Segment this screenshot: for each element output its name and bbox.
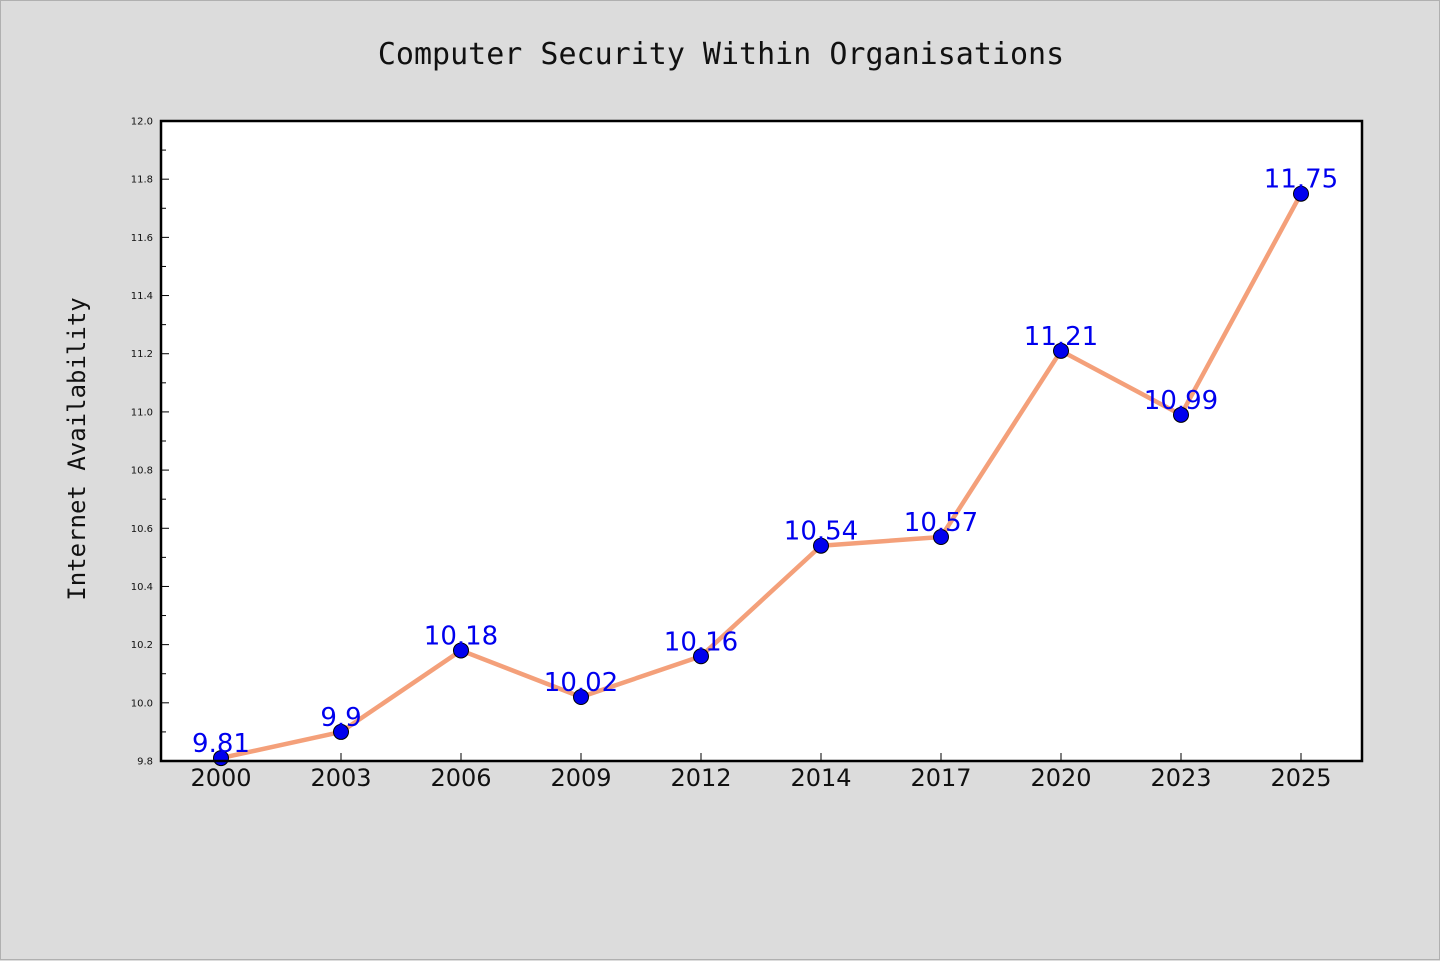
x-axis-ticks: 2000 2003 2006 2009 2012 2014 2017 2020 2023 2025 [190,753,1332,792]
data-label: 10.99 [1144,386,1218,416]
x-tick-label: 2012 [670,764,731,792]
data-labels-group: 9.81 9.9 10.18 10.02 10.16 10.54 10.57 11.21 10.… [192,165,1338,759]
data-label: 10.02 [544,668,618,698]
y-tick-label: 10.8 [131,466,153,477]
y-tick-label: 9.8 [137,757,153,768]
y-tick-label: 11.6 [131,233,153,244]
x-tick-label: 2025 [1270,764,1331,792]
data-point-marker [1053,342,1069,359]
y-tick-label: 10.0 [131,698,153,709]
y-tick-label: 10.4 [131,582,153,593]
x-tick-label: 2014 [790,764,851,792]
data-label: 9.9 [320,703,361,733]
data-point-marker [693,648,709,665]
x-tick-label: 2020 [1030,764,1091,792]
data-label: 10.16 [664,627,738,657]
x-tick-label: 2006 [430,764,491,792]
y-axis-ticks: 9.8 10.0 10.2 10.4 10.6 10.8 11.0 11.2 11.4 11.6 1… [131,117,169,768]
y-tick-label: 10.6 [131,524,153,535]
series-line [218,191,1304,761]
series-line-group [213,185,1309,767]
data-label: 11.75 [1264,165,1338,195]
y-axis-label: Internet Availability [63,297,91,600]
data-point-marker [333,723,349,740]
y-tick-label: 12.0 [131,117,153,128]
x-tick-label: 2017 [910,764,971,792]
x-tick-label: 2000 [190,764,251,792]
plot-frame [159,119,1364,763]
plot-area [161,121,1362,761]
y-tick-label: 10.2 [131,640,153,651]
data-label: 9.81 [192,729,250,759]
data-point-marker [1173,406,1189,423]
y-tick-label: 11.2 [131,349,153,360]
data-point-marker [1293,185,1309,202]
x-tick-label: 2009 [550,764,611,792]
y-tick-label: 11.8 [131,175,153,186]
y-tick-label: 11.0 [131,407,153,418]
data-point-marker [933,529,949,545]
data-label: 10.18 [424,621,498,651]
data-label: 10.54 [784,517,858,547]
y-tick-label: 11.4 [131,291,153,302]
x-tick-label: 2023 [1150,764,1211,792]
data-point-marker [813,537,829,554]
data-point-marker [453,642,469,659]
data-point-marker [573,689,589,705]
chart-title: Computer Security Within Organisations [378,37,1064,72]
x-tick-label: 2003 [310,764,371,792]
data-label: 11.21 [1024,322,1098,352]
data-label: 10.57 [904,508,978,538]
